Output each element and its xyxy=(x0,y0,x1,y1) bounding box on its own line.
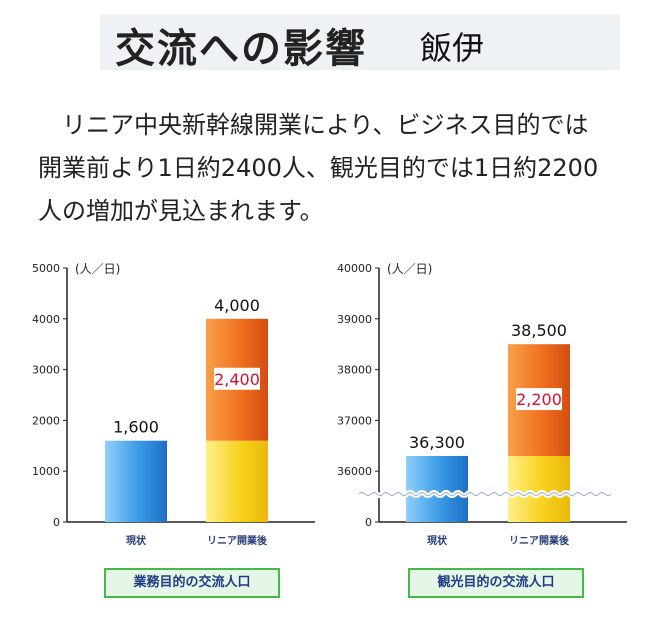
bar-after-base xyxy=(206,440,268,522)
category-label: 現状 xyxy=(427,534,448,547)
y-tick-label: 39000 xyxy=(337,313,372,326)
increase-label-bg xyxy=(516,388,562,411)
description-line: 開業前より1日約2400人、観光目的では1日約2200 xyxy=(38,154,599,182)
region-name: 飯伊 xyxy=(420,29,485,67)
description-text: リニア中央新幹線開業により、ビジネス目的では 開業前より1日約2400人、観光目… xyxy=(38,104,638,233)
category-label: 現状 xyxy=(126,534,147,547)
bar-current xyxy=(406,455,468,522)
axis-break-line xyxy=(358,492,612,497)
y-tick-label: 38000 xyxy=(337,364,372,377)
unit-label: (人／日) xyxy=(75,262,120,276)
page-title: 交流への影響 xyxy=(115,26,367,72)
description-line: リニア中央新幹線開業により、ビジネス目的では xyxy=(62,111,589,139)
title-band xyxy=(100,14,620,70)
y-tick-label: 37000 xyxy=(337,414,372,427)
y-tick-label: 0 xyxy=(365,516,372,529)
y-tick-label: 40000 xyxy=(337,262,372,275)
y-tick-label: 4000 xyxy=(32,313,60,326)
unit-label: (人／日) xyxy=(387,262,432,276)
value-label-increase: 2,400 xyxy=(214,370,260,389)
y-tick-label: 5000 xyxy=(32,262,60,275)
value-label-total: 38,500 xyxy=(511,321,567,340)
y-tick-label: 0 xyxy=(53,516,60,529)
description-line: 人の増加が見込まれます。 xyxy=(38,197,324,225)
value-label-increase: 2,200 xyxy=(516,390,562,409)
bar-after-base xyxy=(508,455,570,522)
y-tick-label: 36000 xyxy=(337,465,372,478)
value-label-current: 1,600 xyxy=(113,418,159,437)
chart-caption-tourism: 観光目的の交流人口 xyxy=(408,568,584,598)
y-tick-label: 2000 xyxy=(32,414,60,427)
value-label-current: 36,300 xyxy=(409,433,465,452)
value-label-total: 4,000 xyxy=(214,296,260,315)
category-label: リニア開業後 xyxy=(509,534,570,547)
increase-label-bg xyxy=(214,367,260,390)
category-label: リニア開業後 xyxy=(207,534,268,547)
y-tick-label: 3000 xyxy=(32,364,60,377)
chart-caption-business: 業務目的の交流人口 xyxy=(104,568,280,598)
bar-current xyxy=(105,440,167,522)
y-tick-label: 1000 xyxy=(32,465,60,478)
